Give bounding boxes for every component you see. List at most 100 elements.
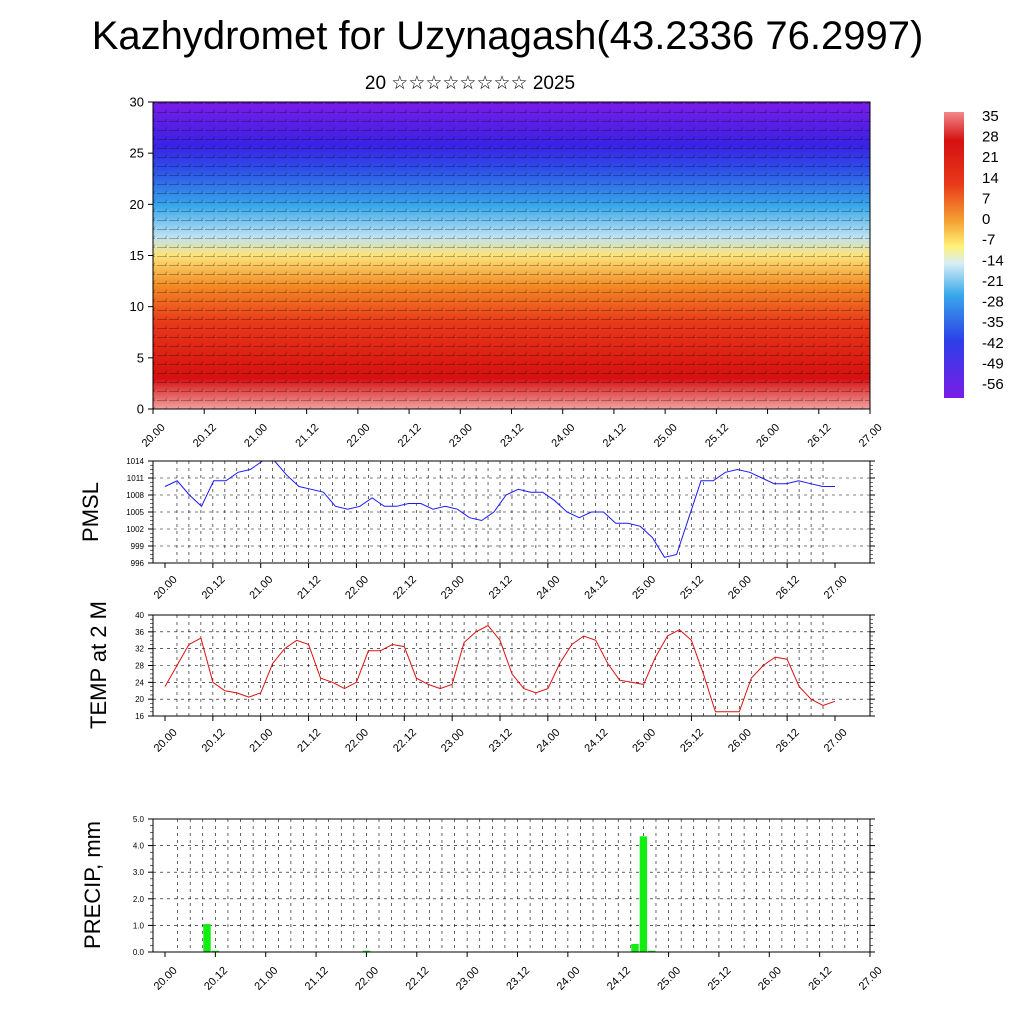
pmsl-y-tick-label: 1014 xyxy=(126,457,144,466)
precip-x-tick-label: 27.00 xyxy=(857,965,885,993)
precip-bar xyxy=(203,924,211,952)
precip-y-tick-label: 3.0 xyxy=(133,868,145,877)
pmsl-x-tick-label: 20.12 xyxy=(200,574,228,602)
precip-x-tick-label: 21.12 xyxy=(303,965,331,993)
pmsl-x-tick-label: 23.12 xyxy=(487,574,515,602)
pmsl-x-tick-label: 26.12 xyxy=(774,574,802,602)
cross-section-y-tick-label: 30 xyxy=(130,95,144,110)
temp-x-tick-label: 22.00 xyxy=(343,727,371,755)
precip-x-tick-label: 26.12 xyxy=(806,965,834,993)
precip-x-tick-label: 23.00 xyxy=(454,965,482,993)
temp-line xyxy=(164,624,836,713)
pmsl-x-tick-label: 23.00 xyxy=(439,574,467,602)
colorbar-label: -35 xyxy=(982,314,1004,331)
temp-y-tick-label: 20 xyxy=(135,695,144,704)
temp-x-tick-label: 22.12 xyxy=(391,727,419,755)
precip-x-tick-label: 23.12 xyxy=(504,965,532,993)
pmsl-x-tick-label: 26.00 xyxy=(726,574,754,602)
cross-section-x-tick-label: 27.00 xyxy=(857,422,885,450)
wind-barbs xyxy=(153,102,870,409)
pmsl-x-tick-label: 27.00 xyxy=(822,574,850,602)
temp-x-tick-label: 23.00 xyxy=(439,727,467,755)
colorbar-label: -7 xyxy=(982,232,995,249)
precip-x-tick-label: 21.00 xyxy=(252,965,280,993)
temp-x-tick-label: 25.12 xyxy=(678,727,706,755)
colorbar-label: -56 xyxy=(982,376,1004,393)
pmsl-y-tick-label: 1002 xyxy=(126,525,144,534)
precip-frame xyxy=(152,818,871,953)
temp-y-tick-label: 32 xyxy=(135,645,144,654)
cross-section-x-tick-label: 22.00 xyxy=(345,422,373,450)
temp-x-tick-label: 25.00 xyxy=(630,727,658,755)
cross-section-y-tick-label: 25 xyxy=(130,146,144,161)
precip-x-tick-label: 20.12 xyxy=(202,965,230,993)
temp-x-tick-label: 23.12 xyxy=(487,727,515,755)
precip-bar xyxy=(648,950,656,952)
precip-y-axis-label: PRECIP, mm xyxy=(80,821,105,949)
precip-bar xyxy=(362,950,371,952)
pmsl-x-tick-label: 25.12 xyxy=(678,574,706,602)
precip-x-tick-label: 25.00 xyxy=(655,965,683,993)
pmsl-x-tick-label: 24.12 xyxy=(582,574,610,602)
cross-section-frame xyxy=(152,101,871,410)
colorbar-label: -49 xyxy=(982,355,1004,372)
temp-x-tick-label: 24.00 xyxy=(535,727,563,755)
cross-section-x-tick-label: 23.00 xyxy=(447,422,475,450)
cross-section-x-tick-label: 21.12 xyxy=(293,422,321,450)
chart-title: Kazhydromet for Uzynagash(43.2336 76.299… xyxy=(91,14,924,58)
temp-panel: 16 20 24 28 32 36 40 20.00 20.12 21.00 21.12 22.00… xyxy=(86,601,875,755)
pmsl-x-tick-label: 21.12 xyxy=(295,574,323,602)
colorbar-label: -28 xyxy=(982,294,1004,311)
colorbar-label: 21 xyxy=(982,149,999,166)
cross-section-x-tick-label: 23.12 xyxy=(498,422,526,450)
precip-y-tick-label: 4.0 xyxy=(133,842,145,851)
cross-section-y-tick-label: 15 xyxy=(130,248,144,263)
colorbar: 35 28 21 14 7 0 -7 -14 -21 -28 -35 -42 -49 -56 xyxy=(944,108,1004,398)
temp-x-tick-label: 26.12 xyxy=(774,727,802,755)
cross-section-y-tick-label: 5 xyxy=(137,350,144,365)
pmsl-x-tick-label: 25.00 xyxy=(630,574,658,602)
temp-x-tick-label: 27.00 xyxy=(822,727,850,755)
cross-section-x-tick-label: 25.12 xyxy=(703,422,731,450)
precip-y-tick-label: 5.0 xyxy=(133,815,145,824)
cross-section-y-tick-label: 20 xyxy=(130,197,144,212)
precip-y-tick-label: 2.0 xyxy=(133,895,145,904)
pmsl-x-tick-label: 21.00 xyxy=(247,574,275,602)
pmsl-panel: 996 999 1002 1005 1008 1011 1014 20.00 20.12 21.… xyxy=(78,457,875,602)
cross-section-x-tick-label: 21.00 xyxy=(242,422,270,450)
precip-bar xyxy=(211,950,220,952)
cross-section-x-tick-label: 22.12 xyxy=(396,422,424,450)
pmsl-y-axis-label: PMSL xyxy=(78,482,103,542)
precip-x-tick-label: 20.00 xyxy=(152,965,180,993)
cross-section-y-tick-label: 10 xyxy=(130,299,144,314)
temp-y-tick-label: 24 xyxy=(135,678,144,687)
temp-x-tick-label: 20.12 xyxy=(200,727,228,755)
cross-section-x-tick-label: 24.12 xyxy=(601,422,629,450)
temp-y-tick-label: 40 xyxy=(135,611,144,620)
temp-x-tick-label: 21.12 xyxy=(295,727,323,755)
precip-x-tick-label: 24.12 xyxy=(605,965,633,993)
temp-x-tick-label: 20.00 xyxy=(152,727,180,755)
precip-y-tick-label: 1.0 xyxy=(133,921,145,930)
chart-subtitle: 20 ☆☆☆☆☆☆☆☆ 2025 xyxy=(364,73,576,94)
colorbar-label: -14 xyxy=(982,252,1004,269)
cross-section-x-tick-label: 25.00 xyxy=(652,422,680,450)
precip-x-tick-label: 26.00 xyxy=(756,965,784,993)
cross-section-y-tick-label: 0 xyxy=(137,402,144,417)
colorbar-label: -21 xyxy=(982,273,1004,290)
colorbar-label: -42 xyxy=(982,335,1004,352)
precip-x-tick-label: 24.00 xyxy=(555,965,583,993)
pmsl-line xyxy=(164,460,835,558)
colorbar-label: 14 xyxy=(982,170,999,187)
colorbar-label: 7 xyxy=(982,190,990,207)
temp-x-tick-label: 26.00 xyxy=(726,727,754,755)
cross-section-x-tick-label: 24.00 xyxy=(549,422,577,450)
colorbar-label: 28 xyxy=(982,129,999,146)
precip-x-tick-label: 22.00 xyxy=(353,965,381,993)
pmsl-x-tick-label: 24.00 xyxy=(535,574,563,602)
pmsl-y-tick-label: 996 xyxy=(131,559,145,568)
temp-y-tick-label: 16 xyxy=(135,712,144,721)
pmsl-y-tick-label: 1011 xyxy=(127,474,145,483)
pmsl-x-tick-label: 22.00 xyxy=(343,574,371,602)
pmsl-y-tick-label: 1008 xyxy=(126,491,144,500)
